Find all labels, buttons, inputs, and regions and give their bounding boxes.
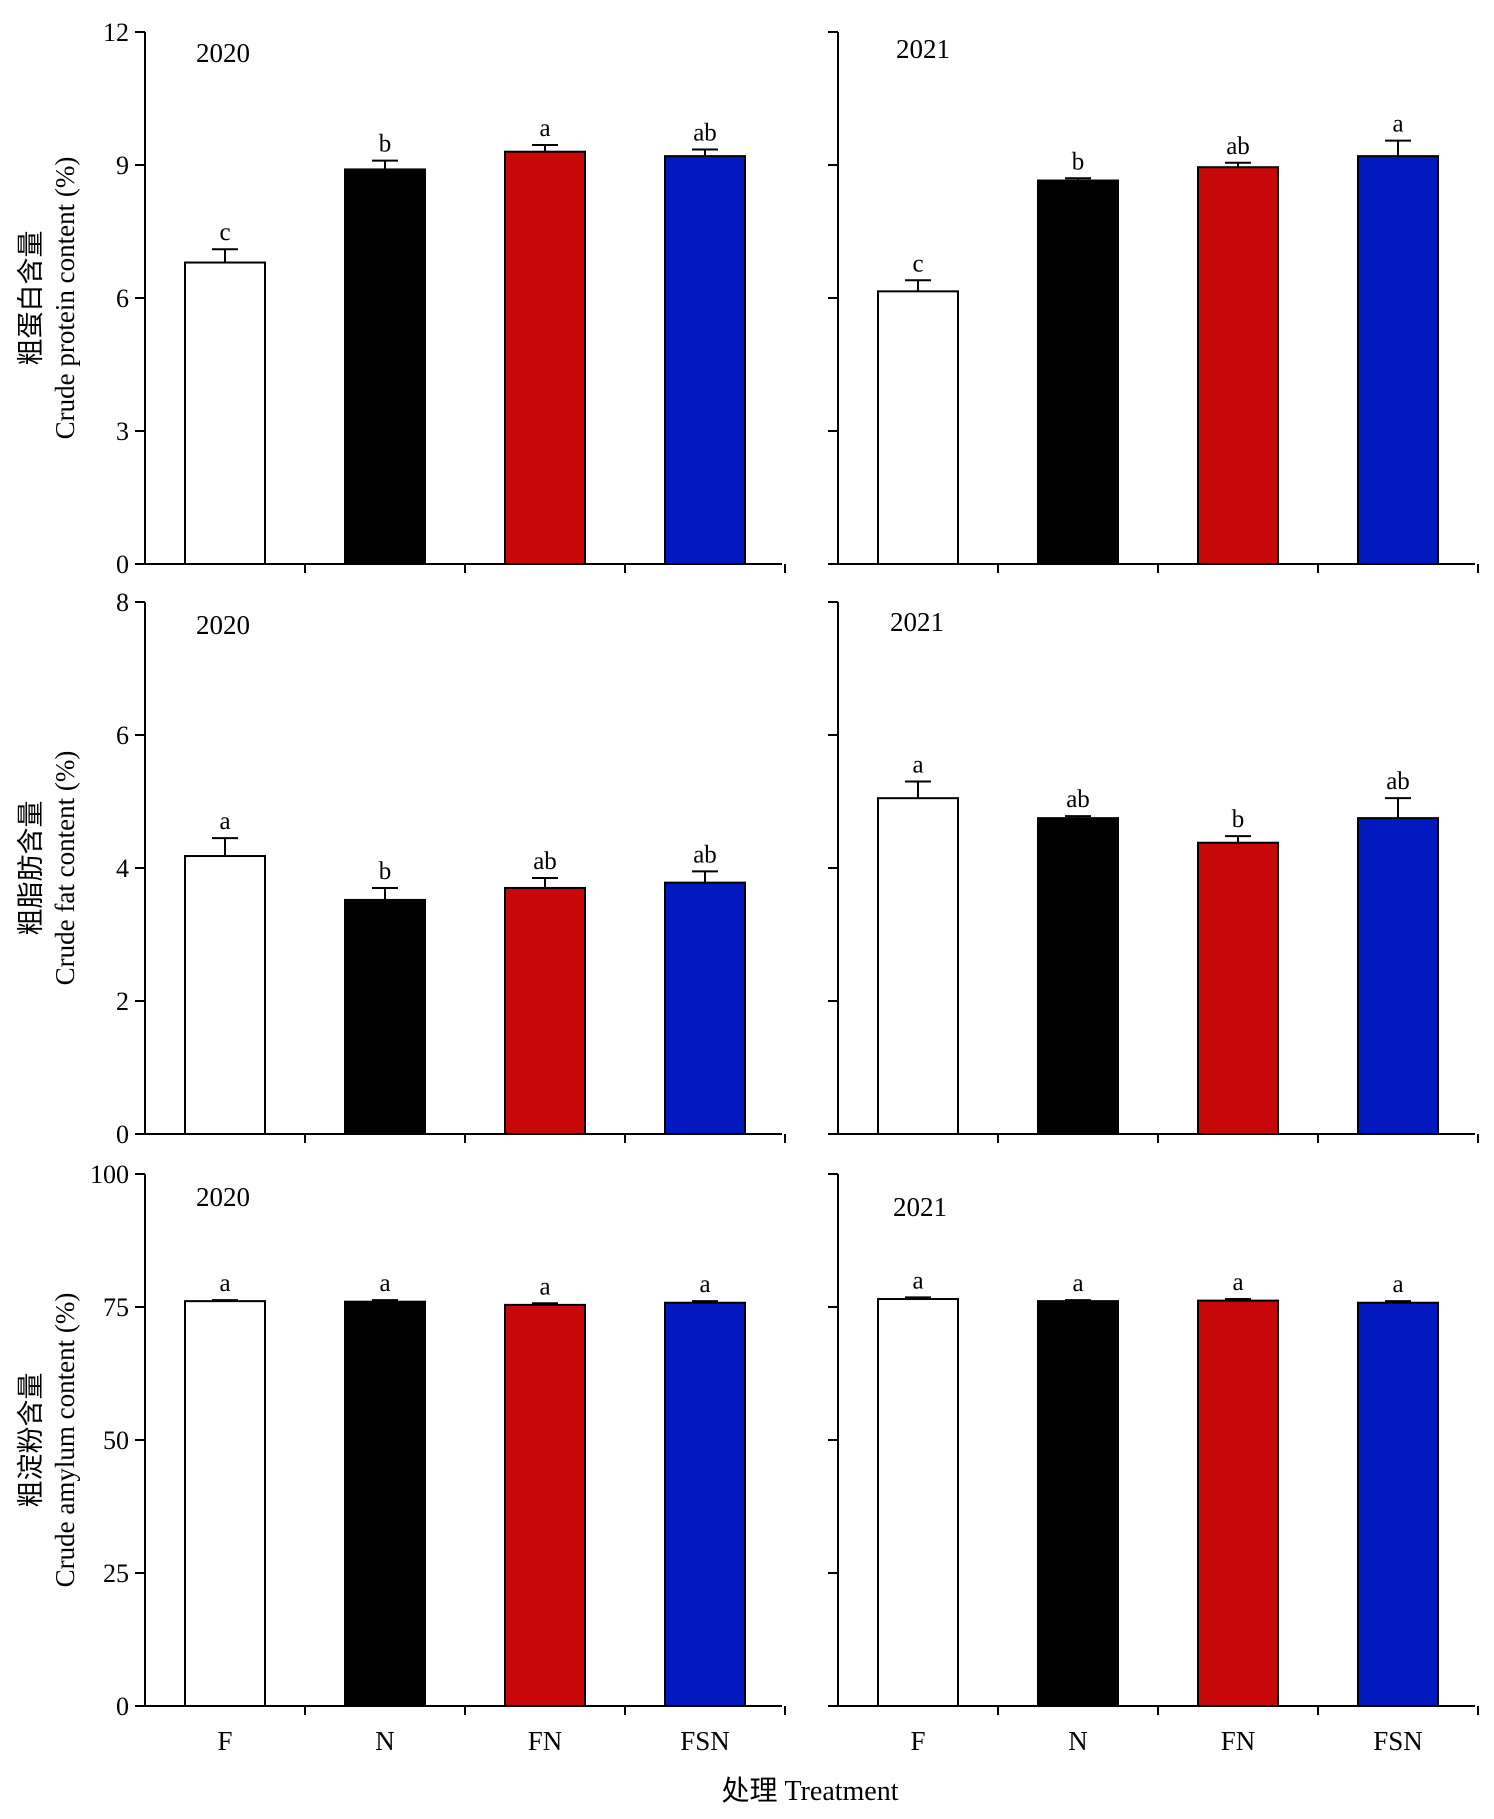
bar-N xyxy=(1037,1300,1119,1707)
bar-FN xyxy=(504,150,586,565)
y-axis-title-chinese: 粗淀粉含量 xyxy=(16,1373,46,1508)
significance-letter: ab xyxy=(533,848,557,875)
panel-year-label: 2021 xyxy=(890,607,944,637)
x-tick-label-N: N xyxy=(375,1726,395,1756)
significance-letter: a xyxy=(912,1267,923,1294)
y-tick-label: 0 xyxy=(116,1692,129,1721)
significance-letter: a xyxy=(379,1270,390,1297)
bar-N xyxy=(344,1300,426,1708)
significance-letter: b xyxy=(379,131,392,158)
bar-FSN xyxy=(664,155,746,565)
bar-FN xyxy=(1197,841,1279,1135)
y-axis-title-english: Crude protein content (%) xyxy=(50,157,80,440)
bar-F xyxy=(184,1300,266,1707)
y-axis-title: 粗淀粉含量 Crude amylum content (%) xyxy=(16,1293,80,1588)
bar-FN xyxy=(504,886,586,1136)
significance-letter: ab xyxy=(693,119,717,146)
y-axis-title-english: Crude fat content (%) xyxy=(50,751,80,986)
significance-letter: a xyxy=(539,1273,550,1300)
bar-FSN xyxy=(1357,155,1439,565)
significance-letter: ab xyxy=(1226,133,1250,160)
bar-N xyxy=(344,898,426,1135)
bar-F xyxy=(877,797,959,1135)
bar-FN xyxy=(504,1303,586,1707)
bar-N xyxy=(1037,179,1119,565)
x-tick-label-FN: FN xyxy=(1221,1726,1256,1756)
panel-year-label: 2020 xyxy=(196,38,250,68)
x-tick-label-FN: FN xyxy=(528,1726,563,1756)
significance-letter: c xyxy=(912,250,923,277)
significance-letter: a xyxy=(219,1270,230,1297)
y-axis-title: 粗脂肪含量 Crude fat content (%) xyxy=(16,751,80,986)
x-tick-label-F: F xyxy=(217,1726,232,1756)
x-tick-label-N: N xyxy=(1068,1726,1088,1756)
y-axis-title-english: Crude amylum content (%) xyxy=(50,1293,80,1588)
y-tick-label: 100 xyxy=(90,1160,129,1189)
x-tick-label-FSN: FSN xyxy=(1373,1726,1423,1756)
significance-letter: b xyxy=(1232,806,1245,833)
y-tick-label: 6 xyxy=(116,284,129,313)
significance-letter: ab xyxy=(1386,768,1410,795)
y-tick-label: 50 xyxy=(103,1426,129,1455)
y-tick-label: 75 xyxy=(103,1293,129,1322)
y-tick-label: 12 xyxy=(103,18,129,47)
y-tick-label: 6 xyxy=(116,721,129,750)
y-tick-label: 4 xyxy=(116,854,129,883)
panel-year-label: 2021 xyxy=(893,1192,947,1222)
panel-year-label: 2020 xyxy=(196,610,250,640)
y-tick-label: 3 xyxy=(116,417,129,446)
significance-letter: a xyxy=(1072,1270,1083,1297)
y-tick-label: 0 xyxy=(116,550,129,579)
significance-letter: a xyxy=(912,752,923,779)
bar-FN xyxy=(1197,1299,1279,1707)
significance-letter: c xyxy=(219,219,230,246)
significance-letter: ab xyxy=(693,841,717,868)
significance-letter: a xyxy=(1392,1271,1403,1298)
panel-2-2: 2021 a ab b ab xyxy=(828,601,1479,1143)
panel-1-2: 2021 c b ab a xyxy=(828,31,1479,573)
significance-letter: ab xyxy=(1066,786,1090,813)
x-tick-label-F: F xyxy=(910,1726,925,1756)
y-tick-label: 8 xyxy=(116,588,129,617)
bar-FSN xyxy=(664,1301,746,1708)
bar-FN xyxy=(1197,166,1279,565)
bar-FSN xyxy=(1357,817,1439,1135)
bar-F xyxy=(877,290,959,565)
bar-F xyxy=(184,261,266,565)
bar-N xyxy=(344,168,426,566)
panel-year-label: 2020 xyxy=(196,1182,250,1212)
y-tick-label: 0 xyxy=(116,1120,129,1149)
significance-letter: b xyxy=(1072,148,1085,175)
significance-letter: a xyxy=(699,1271,710,1298)
significance-letter: b xyxy=(379,858,392,885)
bar-N xyxy=(1037,817,1119,1135)
panel-year-label: 2021 xyxy=(896,34,950,64)
y-tick-label: 2 xyxy=(116,987,129,1016)
panel-1-1: 2020 c b a ab 0 3 6 9 12 粗蛋白含量 Crude protein conten… xyxy=(16,18,786,579)
significance-letter: a xyxy=(1392,111,1403,138)
x-axis-title: 处理 Treatment xyxy=(721,1775,898,1807)
bar-FSN xyxy=(664,881,746,1135)
significance-letter: a xyxy=(219,808,230,835)
x-tick-label-FSN: FSN xyxy=(680,1726,730,1756)
bar-F xyxy=(184,855,266,1136)
panel-3-1: 2020 a a a a 0 25 50 75 100 粗淀粉含量 Crude amylum cont… xyxy=(16,1160,786,1756)
y-axis-title: 粗蛋白含量 Crude protein content (%) xyxy=(16,157,80,440)
significance-letter: a xyxy=(1232,1269,1243,1296)
y-tick-label: 9 xyxy=(116,151,129,180)
significance-letter: a xyxy=(539,115,550,142)
bar-F xyxy=(877,1298,959,1708)
bar-FSN xyxy=(1357,1301,1439,1708)
y-axis-title-chinese: 粗脂肪含量 xyxy=(16,801,46,936)
y-tick-label: 25 xyxy=(103,1559,129,1588)
y-axis-title-chinese: 粗蛋白含量 xyxy=(16,231,46,366)
